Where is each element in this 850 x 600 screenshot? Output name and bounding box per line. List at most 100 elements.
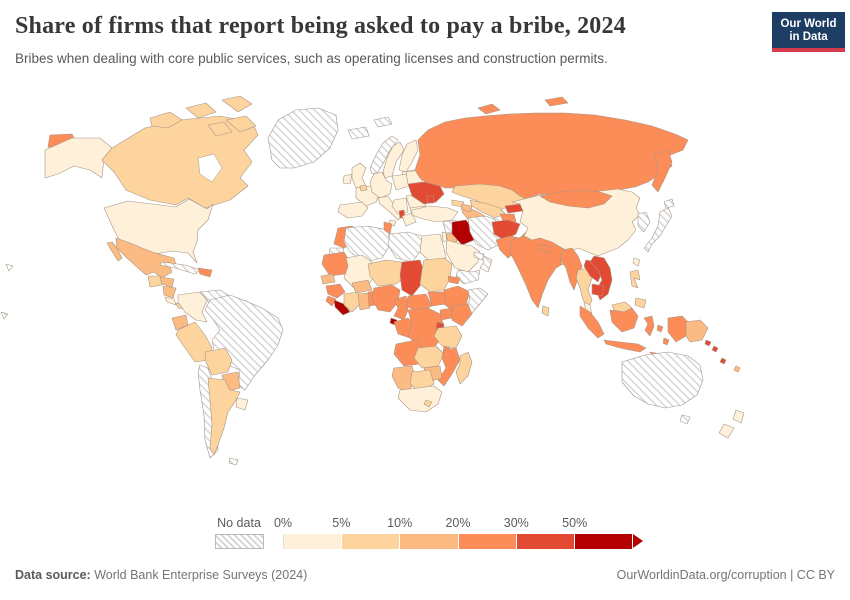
legend-bucket-5[interactable] — [574, 534, 634, 549]
region-argentina[interactable] — [207, 377, 241, 456]
region-eritrea[interactable] — [447, 275, 461, 285]
region-alaska[interactable] — [44, 137, 113, 179]
region-belgium[interactable] — [359, 184, 368, 192]
region-brazil[interactable] — [204, 294, 284, 391]
region-canada[interactable] — [101, 115, 259, 209]
region-sierra-leone[interactable] — [325, 295, 337, 307]
region-tasmania[interactable] — [679, 414, 691, 425]
legend-no-data-swatch[interactable] — [215, 534, 264, 549]
region-new-zealand[interactable] — [718, 423, 735, 439]
region-costa-rica[interactable] — [164, 296, 177, 306]
region-dr-congo[interactable] — [407, 307, 445, 351]
region-kamchatka[interactable] — [651, 149, 673, 193]
region-falkland-islands[interactable] — [228, 457, 239, 466]
region-pacific-island[interactable] — [0, 311, 9, 320]
legend-bucket-1[interactable] — [342, 534, 401, 549]
region-philippines[interactable] — [629, 269, 641, 289]
owid-link[interactable]: OurWorldinData.org/corruption — [616, 568, 787, 582]
region-dominican-republic[interactable] — [197, 267, 213, 278]
region-novaya-zemlya[interactable] — [477, 103, 501, 115]
region-iberia[interactable] — [337, 201, 369, 219]
region-cuba[interactable] — [159, 261, 201, 275]
region-uk[interactable] — [351, 162, 367, 189]
region-turkey[interactable] — [411, 205, 459, 223]
region-ghana[interactable] — [357, 292, 371, 311]
region-uae[interactable] — [473, 251, 485, 261]
region-fiji[interactable] — [733, 365, 741, 373]
region-greenland[interactable] — [267, 107, 339, 169]
region-finland[interactable] — [398, 139, 419, 173]
region-greece[interactable] — [401, 212, 417, 227]
region-honduras[interactable] — [159, 276, 175, 288]
legend-bucket-3[interactable] — [458, 534, 517, 549]
legend-bucket-4[interactable] — [516, 534, 575, 549]
region-solomon-islands[interactable] — [704, 339, 712, 347]
region-south-africa[interactable] — [397, 385, 443, 413]
region-moldova[interactable] — [426, 194, 435, 204]
region-libya[interactable] — [387, 231, 423, 263]
region-uruguay[interactable] — [235, 397, 249, 411]
region-saudi-arabia[interactable] — [445, 239, 481, 273]
region-vietnam[interactable] — [589, 255, 613, 301]
region-guinea[interactable] — [325, 283, 346, 299]
region-zambia[interactable] — [413, 345, 445, 369]
region-borneo-indonesia[interactable] — [609, 307, 639, 333]
region-vanuatu[interactable] — [719, 357, 727, 365]
region-algeria[interactable] — [343, 225, 391, 263]
region-new-zealand[interactable] — [732, 409, 745, 424]
region-burkina-faso[interactable] — [351, 279, 373, 294]
region-liberia[interactable] — [333, 299, 351, 316]
region-papua-indonesia[interactable] — [667, 315, 689, 343]
region-cameroon[interactable] — [393, 295, 409, 321]
region-australia[interactable] — [621, 351, 704, 409]
region-iceland[interactable] — [347, 126, 370, 140]
region-tajikistan[interactable] — [499, 213, 517, 223]
region-philippines[interactable] — [634, 297, 647, 309]
region-pacific-island[interactable] — [5, 263, 14, 272]
region-arctic-island[interactable] — [221, 95, 253, 113]
region-guatemala[interactable] — [147, 275, 163, 288]
region-kenya[interactable] — [451, 303, 473, 327]
region-severnaya-zemlya[interactable] — [544, 96, 569, 107]
region-ireland[interactable] — [342, 173, 353, 185]
region-maluku[interactable] — [662, 337, 670, 346]
region-south-sudan[interactable] — [427, 291, 447, 307]
region-korea[interactable] — [637, 211, 651, 233]
region-maluku[interactable] — [656, 324, 664, 333]
region-norway[interactable] — [369, 135, 399, 175]
region-cambodia[interactable] — [591, 283, 605, 297]
region-sri-lanka[interactable] — [541, 305, 550, 317]
region-solomon-islands[interactable] — [711, 345, 719, 353]
region-mongolia[interactable] — [539, 189, 613, 209]
region-arctic-island[interactable] — [207, 121, 233, 137]
region-sudan[interactable] — [419, 257, 453, 293]
region-taiwan[interactable] — [632, 257, 641, 267]
region-yemen[interactable] — [455, 269, 481, 285]
region-sumatra[interactable] — [579, 305, 605, 339]
region-oman[interactable] — [479, 254, 493, 273]
region-svalbard[interactable] — [373, 116, 393, 128]
region-arctic-island[interactable] — [185, 102, 217, 119]
region-madagascar[interactable] — [455, 351, 473, 385]
region-lesotho[interactable] — [423, 399, 433, 408]
region-senegal[interactable] — [320, 273, 336, 285]
legend-bucket-2[interactable] — [400, 534, 459, 549]
region-uzbekistan[interactable] — [469, 199, 506, 219]
region-afghanistan[interactable] — [491, 219, 521, 241]
region-china[interactable] — [511, 188, 641, 257]
legend-bucket-0[interactable] — [283, 534, 343, 549]
region-hokkaido[interactable] — [663, 198, 675, 209]
region-egypt[interactable] — [419, 233, 447, 263]
region-israel[interactable] — [441, 231, 448, 243]
region-arctic-island[interactable] — [149, 111, 183, 129]
region-arctic-island[interactable] — [225, 115, 257, 133]
region-nicaragua[interactable] — [162, 285, 177, 299]
region-central-europe[interactable] — [369, 171, 393, 199]
owid-logo[interactable]: Our World in Data — [772, 12, 845, 52]
region-bolivia[interactable] — [204, 347, 233, 376]
region-java[interactable] — [603, 339, 647, 353]
region-mozambique[interactable] — [437, 347, 461, 387]
region-japan[interactable] — [643, 207, 673, 253]
region-uganda[interactable] — [439, 307, 453, 321]
region-tanzania[interactable] — [433, 325, 463, 349]
